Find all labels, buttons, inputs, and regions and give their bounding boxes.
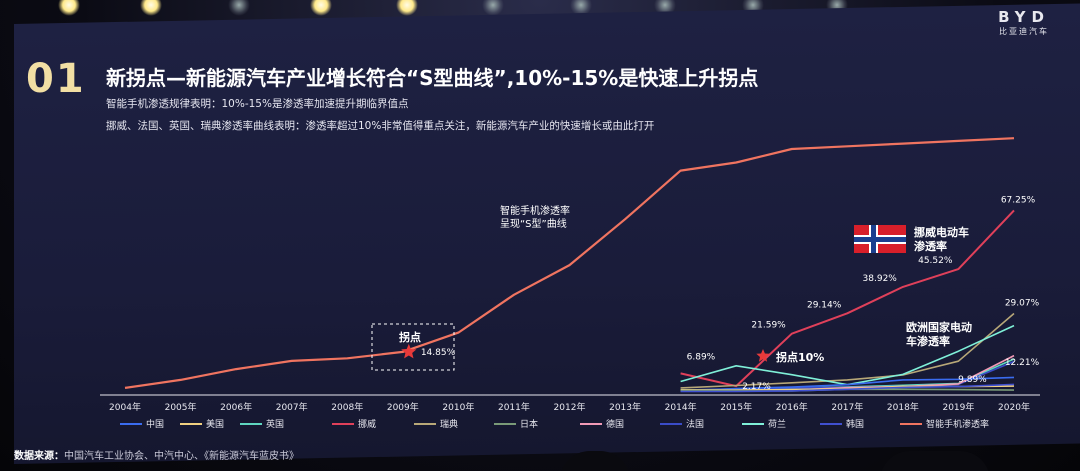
inflection-star-icon [401, 343, 417, 359]
logo-mark: BYD [998, 8, 1050, 26]
series-line-sweden [680, 312, 1015, 389]
point-label-norway: 2.17% [742, 382, 771, 392]
legend-label-netherlands: 荷兰 [768, 418, 786, 430]
legend-label-uk: 英国 [266, 418, 284, 430]
point-label-norway: 67.25% [1001, 195, 1036, 205]
x-tick-label: 2006年 [220, 401, 252, 413]
legend-label-germany: 德国 [606, 418, 624, 430]
inflection-value-label: 14.85% [421, 348, 456, 358]
legend-label-korea: 韩国 [846, 418, 864, 430]
legend-label-usa: 美国 [206, 418, 224, 430]
series-lines [124, 137, 1015, 393]
norway-flag-icon [854, 225, 906, 253]
x-tick-label: 2016年 [776, 401, 808, 413]
x-tick-label: 2020年 [998, 401, 1030, 413]
x-tick-label: 2009年 [387, 401, 419, 413]
legend-label-china: 中国 [146, 418, 164, 430]
legend-label-smartphone: 智能手机渗透率 [926, 418, 989, 430]
series-line-china [680, 376, 1015, 392]
x-tick-label: 2012年 [554, 401, 586, 413]
point-label-germany: 9.89% [958, 375, 987, 385]
slide-number: 01 [26, 56, 86, 102]
x-tick-label: 2005年 [165, 401, 197, 413]
source-text: 中国汽车工业协会、中汽中心、《新能源汽车蓝皮书》 [64, 451, 299, 462]
series-line-korea [680, 383, 1015, 393]
brand-logo: BYD 比亚迪汽车 [998, 8, 1050, 37]
point-label-norway: 45.52% [918, 256, 953, 266]
slide-subtitle-1: 智能手机渗透规律表明：10%-15%是渗透率加速提升期临界值点 [106, 98, 409, 110]
x-tick-label: 2008年 [331, 401, 363, 413]
legend-label-sweden: 瑞典 [440, 418, 458, 430]
logo-text: 比亚迪汽车 [999, 27, 1050, 36]
data-source: 数据来源：中国汽车工业协会、中汽中心、《新能源汽车蓝皮书》 [14, 447, 299, 462]
data-labels: 6.89% 2.17% 21.59% 29.14% 38.92% 45.52% 67.25%… [687, 195, 1040, 392]
inflection-box-label: 拐点 [399, 330, 421, 344]
point-label-norway: 29.14% [807, 300, 842, 310]
x-tick-label: 2017年 [831, 401, 863, 413]
x-tick-label: 2018年 [887, 401, 919, 413]
inflection-10-label: 拐点10% [776, 350, 824, 364]
x-axis: 2004年 2005年 2006年 2007年 2008年 2009年 2010年 2011年… [100, 394, 1040, 413]
norway-annotation-line1: 挪威电动车 [914, 225, 969, 239]
series-line-smartphone [124, 137, 1015, 389]
x-tick-label: 2014年 [665, 401, 697, 413]
x-tick-label: 2004年 [109, 401, 141, 413]
stage-light-icon [482, 0, 504, 16]
audience-silhouette [880, 451, 990, 471]
x-tick-label: 2010年 [442, 401, 474, 413]
source-label: 数据来源： [14, 451, 64, 462]
x-tick-label: 2015年 [720, 401, 752, 413]
stage-light-icon [140, 0, 162, 16]
point-label-norway: 21.59% [751, 321, 786, 331]
point-label-uk: 12.21% [1005, 358, 1040, 368]
legend-label-japan: 日本 [520, 418, 538, 430]
x-tick-label: 2007年 [276, 401, 308, 413]
x-tick-label: 2019年 [942, 401, 974, 413]
point-label-norway: 6.89% [687, 352, 716, 362]
x-tick-label: 2013年 [609, 401, 641, 413]
x-tick-label: 2011年 [498, 401, 530, 413]
slide-title: 新拐点—新能源汽车产业增长符合“S型曲线”,10%-15%是快速上升拐点 [106, 66, 759, 90]
europe-annotation-line1: 欧洲国家电动 [906, 320, 972, 334]
slide-subtitle-2: 挪威、法国、英国、瑞典渗透率曲线表明：渗透率超过10%非常值得重点关注，新能源汽… [106, 120, 655, 132]
audience-silhouette [560, 451, 630, 471]
stage-light-icon [396, 0, 418, 16]
legend-label-norway: 挪威 [358, 418, 376, 430]
norway-annotation-line2: 渗透率 [914, 239, 947, 253]
inflection-10-star-icon [756, 349, 770, 362]
legend-label-france: 法国 [686, 418, 704, 430]
point-label-sweden: 29.07% [1005, 299, 1040, 309]
legend: 中国 美国 英国 挪威 瑞典 日本 德国 法国 荷兰 韩国 智能手机渗透率 [120, 418, 989, 430]
stage-light-icon [58, 0, 80, 16]
smartphone-annotation-line2: 呈现“S型”曲线 [500, 217, 567, 230]
stage-light-icon [310, 0, 332, 16]
stage-light-icon [228, 0, 250, 16]
europe-annotation-line2: 车渗透率 [906, 334, 950, 348]
point-label-norway: 38.92% [863, 274, 898, 284]
smartphone-annotation-line1: 智能手机渗透率 [500, 204, 570, 217]
inflection-box [371, 323, 455, 371]
